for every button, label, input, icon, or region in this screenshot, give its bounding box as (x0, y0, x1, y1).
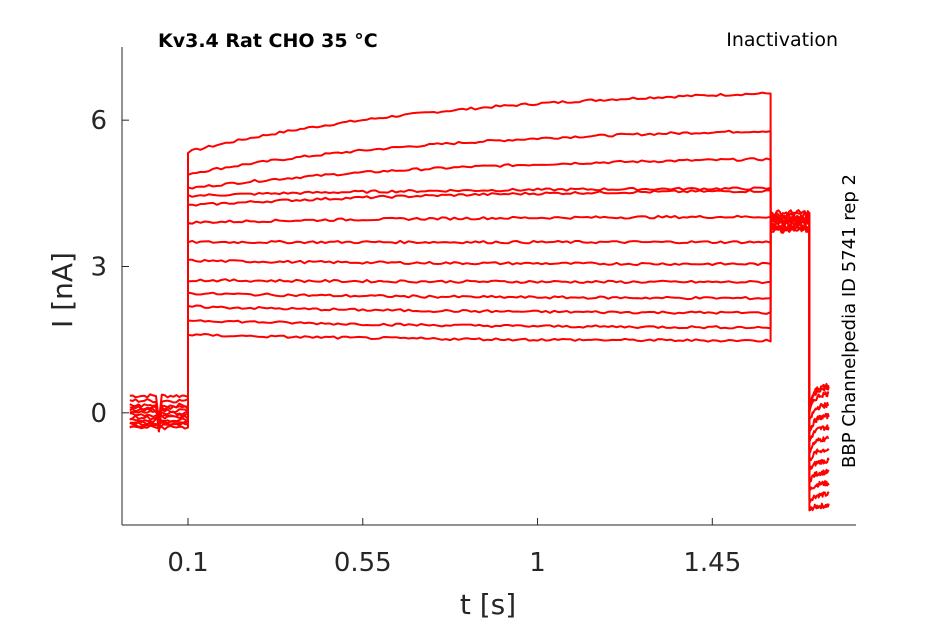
current-trace (129, 91, 830, 512)
x-tick-label: 0.1 (167, 548, 208, 578)
x-tick-label: 0.55 (334, 548, 392, 578)
current-trace (129, 224, 830, 428)
y-tick-label: 6 (90, 106, 107, 136)
chart-annotation-inactivation: Inactivation (726, 29, 838, 51)
x-tick-label: 1 (529, 548, 546, 578)
y-ticks: 0 3 6 (90, 106, 129, 429)
axes: 0 3 6 0.1 0.55 1 1.45 (90, 47, 856, 578)
y-tick-label: 0 (90, 399, 107, 429)
y-axis-label: I [nA] (46, 252, 79, 328)
current-trace (129, 221, 830, 434)
current-trace (129, 226, 830, 431)
y-tick-label: 3 (90, 252, 107, 282)
x-axis-label: t [s] (460, 588, 516, 621)
current-trace (129, 218, 830, 444)
traces (129, 91, 830, 512)
x-tick-label: 1.45 (683, 548, 741, 578)
current-trace (129, 216, 829, 454)
side-label: BBP Channelpedia ID 5741 rep 2 (839, 174, 860, 468)
current-trace (129, 189, 830, 471)
chart-title: Kv3.4 Rat CHO 35 °C (158, 30, 378, 52)
current-trace (129, 186, 830, 483)
x-ticks: 0.1 0.55 1 1.45 (167, 518, 741, 578)
current-trace (129, 213, 830, 463)
current-trace (129, 129, 830, 503)
